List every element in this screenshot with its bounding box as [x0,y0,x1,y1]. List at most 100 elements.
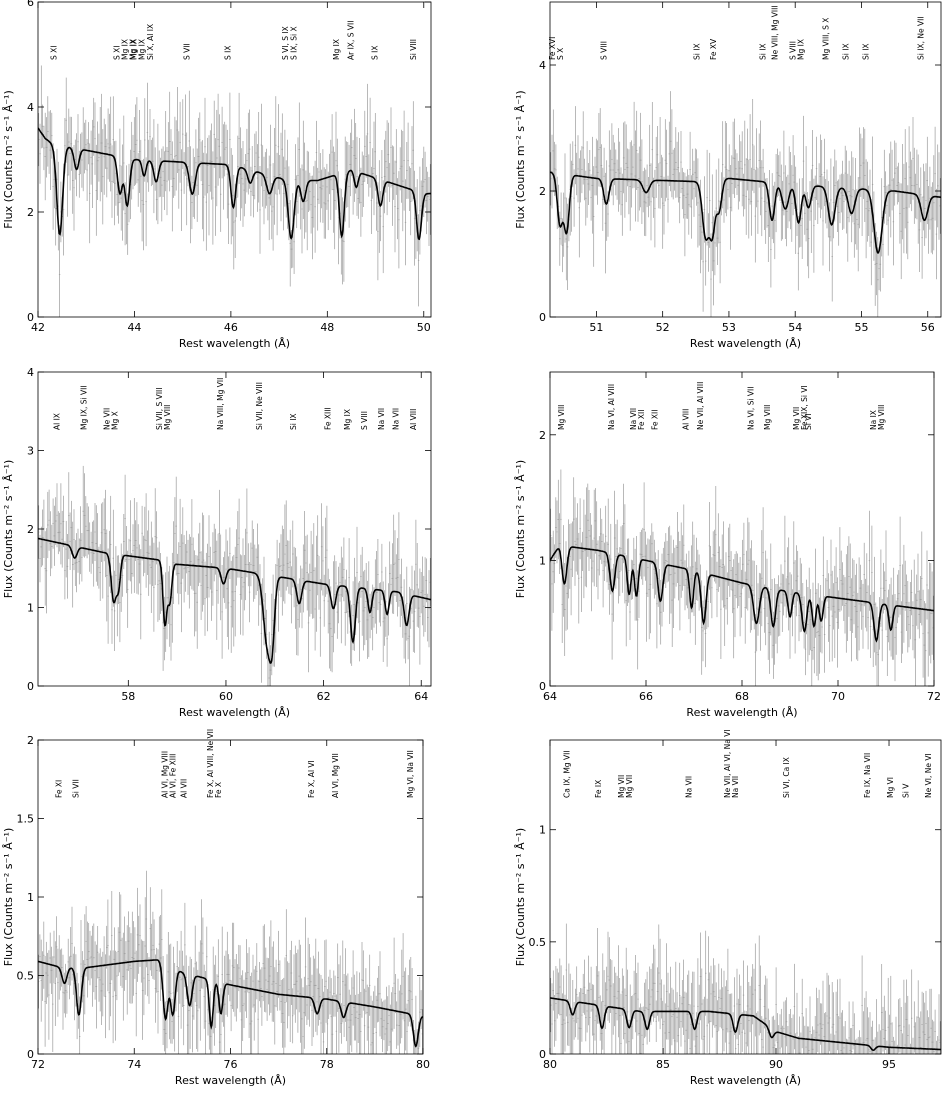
y-tick-label: 3 [27,445,34,458]
plot-frame [37,1,432,318]
line-id-label: S IX [370,46,379,61]
x-axis-label: Rest wavelength (Å) [690,1074,801,1087]
line-id-label: S XI [50,46,59,61]
x-tick-label: 64 [414,690,428,703]
y-tick-label: 4 [539,59,546,72]
y-tick-label: 2 [27,734,34,747]
x-tick-label: 66 [639,690,653,703]
line-id-label: Na VII [731,776,740,798]
line-id-label: Mg VI [886,777,895,798]
line-id-label: Si IX [759,43,768,60]
x-axis-label: Rest wavelength (Å) [690,337,801,350]
y-tick-label: 1 [539,824,546,837]
line-id-label: Mg VII [792,407,801,430]
line-id-label: Si VIII [409,39,418,60]
line-id-label: Fe IX [594,780,603,798]
line-id-label: Si IX [842,43,851,60]
line-id-label: Fe IX, Na VII [863,753,872,798]
line-id-label: Na VI, Si VII [746,387,755,430]
line-id-label: Fe X, Al VIII, Ne VII [206,729,215,798]
line-id-label: Fe XV [709,38,718,60]
plot-frame [549,1,942,318]
line-id-label: Ne VIII, Mg VIII [771,5,780,60]
y-tick-label: 1.5 [17,813,35,826]
chart-panel: 80 85 90 95 0 0.5 1 Rest wavelength (Å) Flux (Co… [514,729,942,1087]
x-tick-label: 68 [735,690,749,703]
line-id-label: Mg IX [343,409,352,430]
line-id-label: Al IX [52,413,61,430]
data-points [550,469,934,686]
x-tick-label: 72 [927,690,941,703]
x-tick-label: 80 [416,1058,430,1071]
line-id-label: Fe XIII [323,407,332,430]
line-id-label: Mg IX [121,39,130,60]
line-id-label: Ne VII, Al VI, Na VI [723,729,732,798]
x-tick-label: 74 [127,1058,141,1071]
line-id-label: Al VIII [682,409,691,430]
y-tick-label: 0 [539,311,546,324]
y-axis-label: Flux (Counts m⁻² s⁻¹ Å⁻¹) [514,90,527,228]
x-tick-label: 90 [769,1058,783,1071]
x-tick-label: 52 [656,321,670,334]
model-curve [38,959,423,1048]
line-id-label: Si VII, S VIII [155,388,164,430]
y-tick-label: 0 [27,1048,34,1061]
line-id-label: Mg IX [129,39,138,60]
x-tick-label: 44 [127,321,141,334]
plot-frame [37,371,432,687]
line-id-label: Al VI, Fe XIII [168,754,177,798]
line-id-label: S VI, S IX [281,26,290,60]
line-id-label: Fe XVI [548,37,557,60]
x-axis-label: Rest wavelength (Å) [175,1074,286,1087]
y-tick-label: 0 [539,1048,546,1061]
line-id-label: Fe XIX, Si VI [800,385,809,430]
data-points [38,870,423,1054]
line-id-label: Mg VIII [763,405,772,430]
line-id-label: Mg IX [137,39,146,60]
data-points [38,65,431,317]
line-id-label: Fe XII [650,410,659,430]
x-tick-label: 85 [656,1058,670,1071]
line-id-label: Na VII [392,408,401,430]
line-id-label: Si X, Al IX [146,24,155,60]
y-tick-label: 1 [27,891,34,904]
y-tick-label: 2 [539,429,546,442]
line-id-label: Mg VIII [557,405,566,430]
y-axis-label: Flux (Counts m⁻² s⁻¹ Å⁻¹) [2,90,15,228]
x-tick-label: 56 [921,321,935,334]
line-id-label: Ne VII, Al VIII [696,382,705,430]
line-id-label: Na IX [869,410,878,430]
x-tick-label: 55 [854,321,868,334]
line-id-label: Ca IX, Mg VII [563,750,572,798]
model-curve [38,537,431,664]
line-id-label: Fe XI [54,780,63,798]
line-id-label: Mg VII [625,775,634,798]
data-points [550,91,941,317]
line-id-label: S VIII [360,411,369,430]
x-tick-label: 64 [543,690,557,703]
line-id-label: Mg X [111,411,120,430]
y-tick-label: 0.5 [17,970,35,983]
line-id-label: Si VII [71,779,80,798]
x-tick-label: 62 [317,690,331,703]
x-tick-label: 50 [417,321,431,334]
line-id-label: Mg VIII [877,405,886,430]
y-axis-label: Flux (Counts m⁻² s⁻¹ Å⁻¹) [2,828,15,966]
line-id-label: Fe X [214,782,223,798]
x-tick-label: 60 [219,690,233,703]
line-id-label: Na VI, Al VIII [607,384,616,430]
y-axis-label: Flux (Counts m⁻² s⁻¹ Å⁻¹) [514,460,527,598]
y-tick-label: 2 [539,185,546,198]
x-tick-label: 42 [31,321,45,334]
chart-panel: 72 74 76 78 80 0 0.5 1 1.5 2 Rest wavelength (Å) Fl… [2,729,430,1087]
x-tick-label: 78 [320,1058,334,1071]
x-tick-label: 54 [788,321,802,334]
line-id-label: Fe XII [637,410,646,430]
y-tick-label: 0 [27,311,34,324]
y-tick-label: 2 [27,206,34,219]
y-tick-label: 1 [27,602,34,615]
x-tick-label: 51 [589,321,603,334]
